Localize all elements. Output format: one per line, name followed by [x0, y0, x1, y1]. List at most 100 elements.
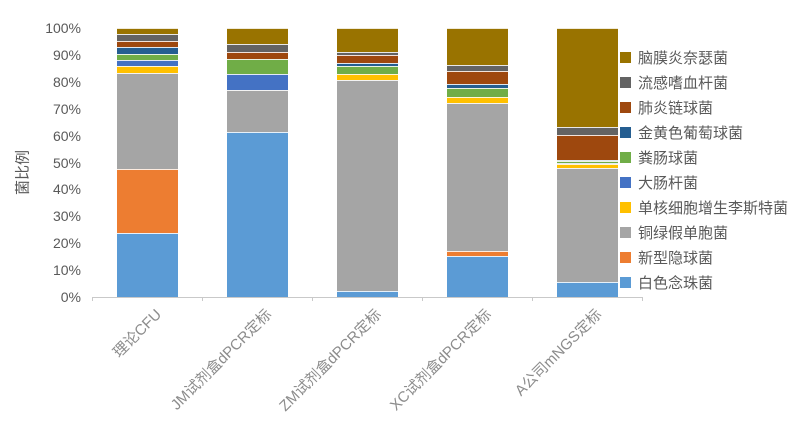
bar-segment [556, 163, 618, 168]
y-tick-label: 60% [52, 127, 81, 144]
legend-item: 脑膜炎奈瑟菌 [620, 45, 788, 70]
bar-segment [446, 71, 508, 84]
bar-segment [226, 132, 288, 297]
bar [116, 28, 178, 297]
legend-item: 金黄色葡萄球菌 [620, 120, 788, 145]
bar-segment [116, 47, 178, 54]
bar-segment [336, 52, 398, 56]
bar-segment [116, 60, 178, 67]
bar-segment [116, 66, 178, 73]
legend-color-swatch [620, 177, 631, 188]
bar-segment [116, 53, 178, 61]
x-axis-tick-mark [92, 297, 93, 301]
bar-segment [446, 28, 508, 66]
legend-color-swatch [620, 152, 631, 163]
bar-segment [336, 66, 398, 75]
legend-label: 流感嗜血杆菌 [638, 75, 729, 92]
bar-segment [226, 73, 288, 90]
bar [446, 28, 508, 297]
bar-segment [556, 167, 618, 283]
bar-segment [556, 160, 618, 162]
y-tick-label: 20% [52, 235, 81, 252]
y-tick-label: 80% [52, 73, 81, 90]
legend-item: 流感嗜血杆菌 [620, 70, 788, 95]
bar-segment [446, 65, 508, 72]
x-axis-tick-mark [642, 297, 643, 301]
legend: 脑膜炎奈瑟菌 流感嗜血杆菌 肺炎链球菌金黄色葡萄球菌 粪肠球菌大肠杆菌单核细胞增生李斯… [620, 45, 788, 295]
legend-color-swatch [620, 227, 631, 238]
bar-segment [116, 34, 178, 41]
x-axis-label-text: XC试剂盒dPCR定标 [387, 306, 496, 415]
legend-color-swatch [620, 202, 631, 213]
legend-color-swatch [620, 77, 631, 88]
x-axis-tick-mark [532, 297, 533, 301]
x-axis-tick-mark [422, 297, 423, 301]
bar-segment [226, 59, 288, 74]
bar-segment [446, 251, 508, 256]
legend-label: 脑膜炎奈瑟菌 [638, 50, 729, 67]
x-axis-label-text: 理论CFU [110, 306, 166, 362]
bar-segment [446, 102, 508, 252]
legend-label: 铜绿假单胞菌 [638, 225, 729, 242]
bar-segment [226, 43, 288, 52]
bar-segment [116, 72, 178, 169]
bar-segment [226, 51, 288, 60]
bar-segment [556, 127, 618, 135]
legend-label: 单核细胞增生李斯特菌 [638, 200, 789, 217]
legend-label: 新型隐球菌 [638, 250, 714, 267]
x-axis-label-text: A公司mNGS定标 [511, 306, 606, 400]
legend-item: 大肠杆菌 [620, 170, 788, 195]
legend-color-swatch [620, 52, 631, 63]
y-tick-label: 90% [52, 46, 81, 63]
bar-segment [556, 162, 618, 164]
bar-segment [116, 168, 178, 233]
bar [556, 28, 618, 297]
bar-segment [336, 63, 398, 67]
bar-segment [336, 28, 398, 53]
legend-item: 粪肠球菌 [620, 145, 788, 170]
bar-segment [446, 97, 508, 103]
plot-area [92, 28, 643, 301]
bar-segment [116, 232, 178, 297]
legend-item: 新型隐球菌 [620, 245, 788, 270]
bar-segment [336, 80, 398, 291]
bar-segment [556, 28, 618, 128]
legend-color-swatch [620, 102, 631, 113]
legend-label: 肺炎链球菌 [638, 100, 714, 117]
y-tick-label: 100% [45, 20, 81, 36]
bar-segment [556, 134, 618, 161]
x-axis-label-text: ZM试剂盒dPCR定标 [276, 306, 386, 415]
bar-segment [446, 255, 508, 297]
y-axis-tick-labels: 0% 10% 20% 30% 40% 50% 60% 70% 80% 90% 100% [0, 20, 81, 305]
legend-label: 白色念珠菌 [638, 275, 714, 292]
legend-item: 铜绿假单胞菌 [620, 220, 788, 245]
x-axis-tick-mark [202, 297, 203, 301]
y-tick-label: 50% [52, 154, 81, 171]
y-tick-label: 10% [52, 262, 81, 279]
bar [336, 28, 398, 297]
bar-segment [116, 28, 178, 35]
bar-segment [226, 28, 288, 44]
bar [226, 28, 288, 297]
bar-segment [446, 88, 508, 98]
legend-label: 大肠杆菌 [638, 175, 699, 192]
y-tick-label: 30% [52, 208, 81, 225]
bar-segment [556, 161, 618, 163]
legend-item: 白色念珠菌 [620, 270, 788, 295]
y-tick-label: 40% [52, 181, 81, 198]
bar-segment [226, 89, 288, 133]
legend-color-swatch [620, 252, 631, 263]
bar-segment [446, 83, 508, 88]
legend-label: 金黄色葡萄球菌 [638, 125, 744, 142]
bar-segment [336, 55, 398, 64]
legend-item: 单核细胞增生李斯特菌 [620, 195, 788, 220]
bar-segment [336, 290, 398, 297]
bar-segment [116, 40, 178, 48]
x-axis-label-text: JM试剂盒dPCR定标 [167, 306, 276, 414]
legend-color-swatch [620, 127, 631, 138]
y-tick-label: 0% [60, 289, 81, 305]
legend-label: 粪肠球菌 [638, 150, 699, 167]
bar-segment [336, 74, 398, 81]
legend-color-swatch [620, 277, 631, 288]
